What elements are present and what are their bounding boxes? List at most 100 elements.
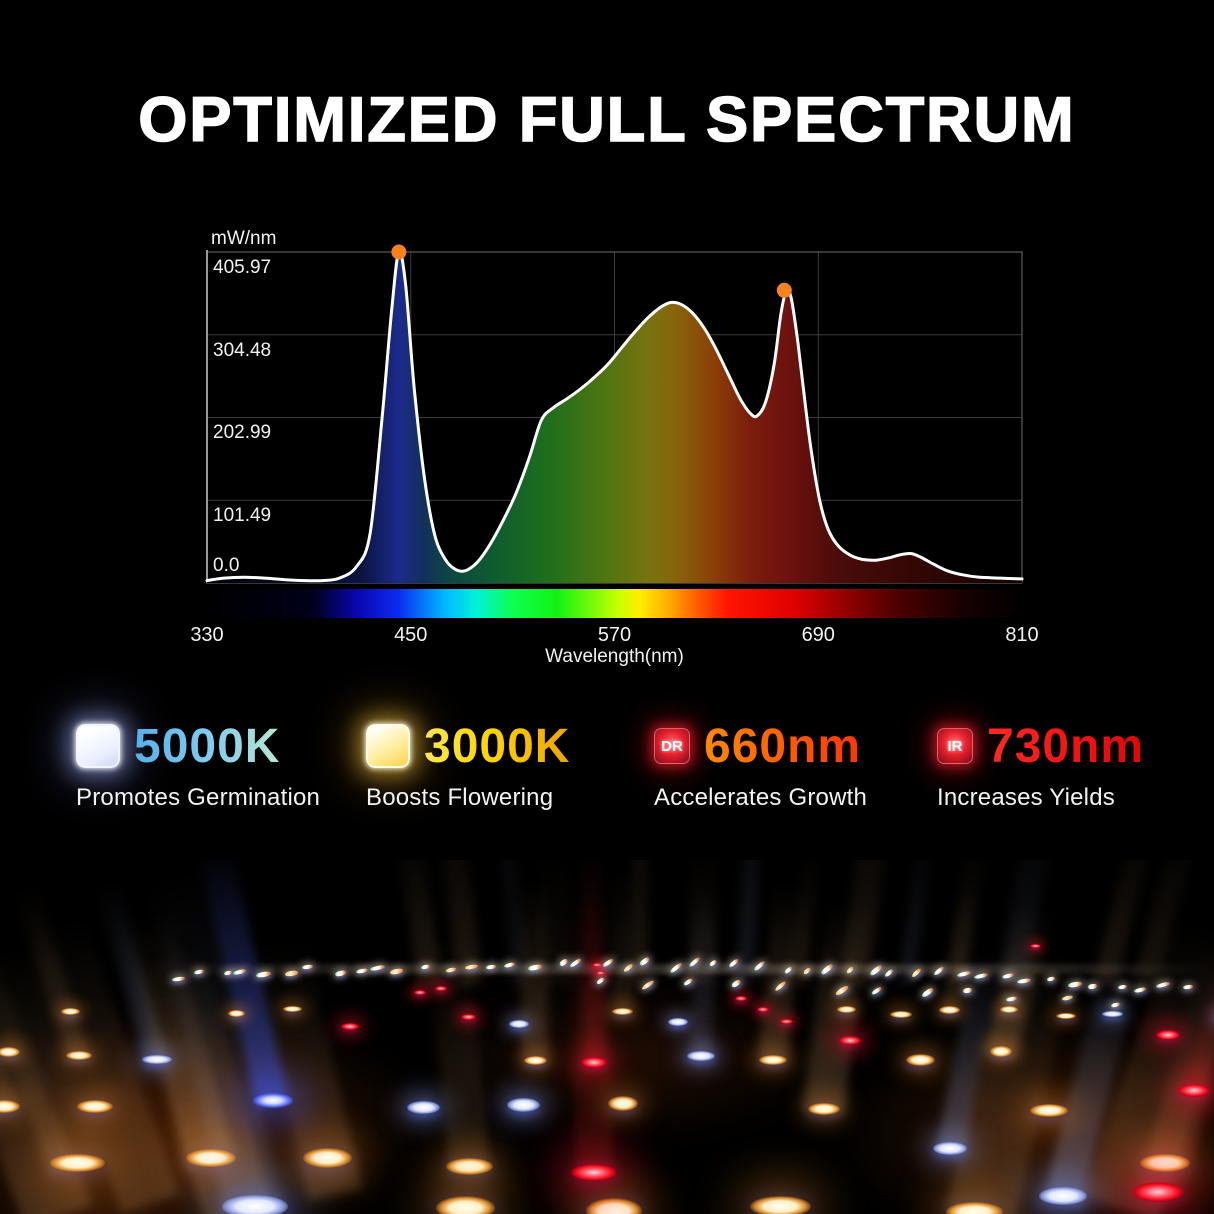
- feature-value-730nm: 730nm: [987, 719, 1145, 773]
- x-axis-title: Wavelength(nm): [545, 646, 684, 667]
- led-glow: [253, 1092, 293, 1108]
- feature-value-5000k: 5000K: [134, 719, 281, 773]
- led-glow: [460, 1014, 476, 1020]
- led-glow: [0, 1046, 20, 1058]
- feature-5000k-header: 5000K: [76, 718, 320, 774]
- feature-label-5000k: Promotes Germination: [76, 784, 321, 811]
- white-led-chip-icon: [76, 724, 120, 768]
- led-glow: [612, 1008, 633, 1015]
- led-glow: [1039, 1187, 1087, 1205]
- y-tick-label: 202.99: [213, 422, 272, 444]
- spectrum-chart: 405.97 304.48 202.99 101.49 0.0 330 450 570 690 8…: [190, 228, 1039, 667]
- deep-red-led-chip-icon: DR: [654, 728, 690, 764]
- led-glow: [341, 1022, 359, 1030]
- led-glow: [507, 1098, 541, 1112]
- led-glow: [65, 1050, 92, 1060]
- feature-660nm: DR 660nm Accelerates Growth: [654, 718, 867, 812]
- led-glow: [571, 1163, 617, 1181]
- led-glow: [303, 1148, 352, 1168]
- led-glow: [757, 1006, 769, 1012]
- board-glow: [0, 1120, 240, 1214]
- led-glow: [906, 1054, 936, 1066]
- horizon-dot: [921, 986, 935, 998]
- led-glow: [524, 1056, 548, 1066]
- y-tick-label: 0.0: [213, 555, 240, 576]
- led-glow: [50, 1154, 105, 1173]
- led-glow: [1178, 1083, 1210, 1097]
- dr-chip-label: DR: [661, 737, 683, 755]
- led-glow: [839, 1035, 861, 1045]
- led-glow: [585, 1198, 642, 1214]
- led-glow: [837, 1006, 856, 1013]
- led-glow: [779, 1018, 793, 1024]
- led-glow: [581, 1056, 607, 1068]
- led-glow: [945, 1201, 1004, 1214]
- light-beam: [570, 860, 613, 1177]
- led-glow: [1139, 1153, 1190, 1173]
- feature-label-3000k: Boosts Flowering: [366, 784, 554, 811]
- x-tick-label: 330: [190, 624, 224, 646]
- feature-value-3000k: 3000K: [424, 719, 571, 773]
- light-beam: [689, 877, 717, 1061]
- horizon-glow: [150, 964, 1214, 974]
- led-glow: [186, 1149, 236, 1168]
- board-glow: [830, 1020, 1214, 1214]
- led-glow: [668, 1018, 688, 1026]
- x-tick-label: 450: [394, 624, 428, 646]
- feature-660nm-header: DR 660nm: [654, 718, 867, 774]
- led-glow: [607, 1096, 639, 1111]
- led-glow: [735, 995, 747, 1001]
- led-glow: [509, 1020, 529, 1028]
- light-beam: [611, 860, 633, 1016]
- led-glow: [592, 963, 602, 967]
- led-glow: [414, 989, 426, 995]
- y-tick-label: 304.48: [213, 339, 272, 361]
- led-glow: [807, 1102, 840, 1115]
- grow-light-photo: [0, 860, 1214, 1214]
- board-glow: [0, 1010, 440, 1214]
- led-glow: [1029, 944, 1041, 948]
- y-tick-label: 101.49: [213, 505, 272, 527]
- yellow-led-chip-icon: [366, 724, 410, 768]
- led-glow: [989, 1046, 1013, 1057]
- spectrum-plot: [205, 244, 1024, 618]
- led-glow: [406, 1100, 440, 1115]
- led-glow: [282, 1006, 303, 1013]
- x-tick-label: 810: [1005, 624, 1039, 646]
- led-glow: [749, 1195, 812, 1214]
- light-beam: [632, 860, 648, 984]
- x-tick-label: 690: [801, 624, 835, 646]
- horizon-dot: [1061, 994, 1074, 1002]
- led-glow: [227, 1009, 246, 1017]
- feature-3000k-header: 3000K: [366, 718, 570, 774]
- ir-chip-label: IR: [947, 737, 963, 755]
- feature-3000k: 3000K Boosts Flowering: [366, 718, 570, 812]
- led-glow: [435, 1195, 496, 1214]
- feature-5000k: 5000K Promotes Germination: [76, 718, 320, 812]
- led-glow: [1000, 1006, 1019, 1013]
- led-glow: [0, 1099, 21, 1114]
- led-glow: [141, 1055, 172, 1064]
- led-glow: [1029, 1103, 1068, 1118]
- led-glow: [1132, 1182, 1184, 1202]
- x-tick-label: 570: [597, 624, 632, 646]
- y-axis-unit-label: mW/nm: [211, 228, 277, 249]
- feature-label-730nm: Increases Yields: [937, 784, 1115, 811]
- led-glow: [221, 1194, 289, 1214]
- infrared-led-chip-icon: IR: [937, 728, 973, 764]
- feature-730nm: IR 730nm Increases Yields: [937, 718, 1144, 812]
- led-glow: [938, 1006, 961, 1015]
- led-glow: [1055, 1013, 1076, 1020]
- led-glow: [758, 1054, 788, 1065]
- led-glow: [686, 1050, 715, 1062]
- horizon-dot: [1068, 980, 1084, 989]
- led-glow: [435, 985, 447, 991]
- y-tick-label: 405.97: [213, 257, 272, 278]
- led-glow: [933, 1141, 967, 1155]
- horizon-dot: [870, 986, 882, 996]
- feature-value-660nm: 660nm: [704, 719, 862, 773]
- led-glow: [60, 1008, 80, 1015]
- feature-label-660nm: Accelerates Growth: [654, 784, 868, 811]
- led-glow: [1101, 1010, 1123, 1018]
